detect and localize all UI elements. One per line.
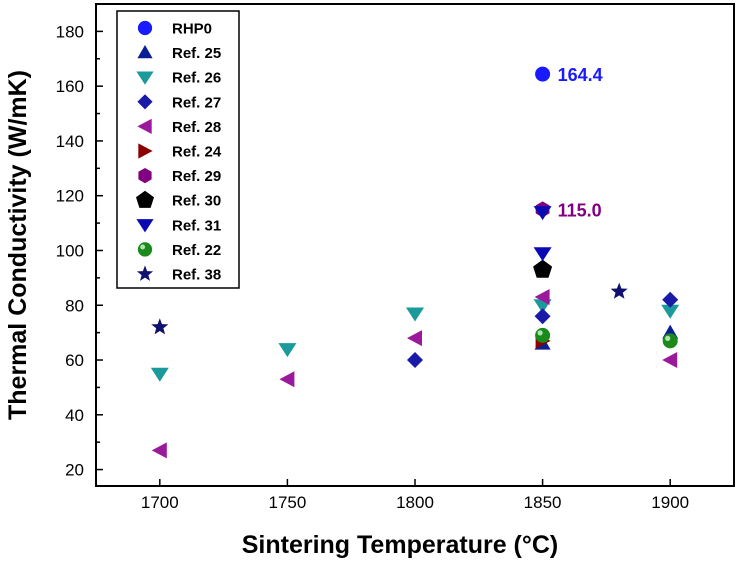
data-point-ref-26	[278, 343, 297, 358]
y-axis-title: Thermal Conductivity (W/mK)	[4, 70, 32, 420]
y-tick-label: 140	[56, 132, 84, 151]
data-point-ref-27	[407, 352, 423, 368]
data-point-ref-28	[279, 371, 295, 388]
legend-marker	[138, 168, 152, 184]
data-point-ref-31	[533, 247, 552, 262]
annotation-label: 115.0	[558, 200, 602, 220]
legend-marker	[137, 45, 153, 59]
data-point-ref-38	[610, 282, 628, 299]
annotations: 164.4 115.0	[558, 65, 603, 220]
legend-marker	[138, 143, 153, 159]
x-axis-title: Sintering Temperature (°C)	[242, 531, 559, 559]
data-point-ref-22	[535, 327, 551, 343]
legend-label: Ref. 25	[172, 45, 221, 62]
y-tick-label: 180	[56, 22, 84, 41]
annotation-label: 164.4	[558, 65, 603, 85]
data-point-rhp0	[535, 66, 551, 82]
data-point-ref-28	[151, 442, 167, 459]
legend-label: Ref. 27	[172, 94, 221, 111]
data-point-ref-26	[150, 367, 169, 382]
x-tick-label: 1850	[524, 493, 562, 512]
data-point-ref-30	[533, 259, 553, 278]
data-marks	[150, 66, 680, 459]
data-point-ref-28	[534, 289, 550, 305]
data-point-ref-27	[534, 308, 551, 325]
legend-label: Ref. 22	[172, 242, 221, 259]
data-point-ref-27	[662, 291, 679, 308]
legend-label: Ref. 26	[172, 70, 221, 87]
legend-label: Ref. 29	[172, 168, 221, 185]
legend-marker	[137, 94, 153, 110]
legend-label: Ref. 31	[172, 217, 221, 234]
x-tick-label: 1800	[396, 493, 434, 512]
legend-marker	[136, 71, 154, 85]
legend-label: Ref. 38	[172, 267, 221, 284]
x-tick-label: 1900	[651, 493, 689, 512]
legend-marker	[136, 219, 154, 233]
data-point-ref-22	[662, 333, 678, 349]
legend-marker	[136, 265, 154, 281]
legend: RHP0 Ref. 25 Ref. 26 Ref. 27 Ref. 28 Ref. 24 R…	[116, 10, 240, 289]
y-tick-label: 120	[56, 187, 84, 206]
x-tick-label: 1700	[141, 493, 179, 512]
legend-label: Ref. 28	[172, 119, 221, 136]
y-tick-label: 20	[65, 461, 84, 480]
axis-ticks: 1700 1750 1800 1850 1900 20 40 60 80 100 120 140 160…	[56, 3, 689, 512]
y-tick-label: 40	[65, 406, 84, 425]
y-tick-label: 60	[65, 351, 84, 370]
legend-label: RHP0	[172, 21, 212, 38]
data-point-ref-31	[533, 206, 552, 221]
data-point-ref-26	[406, 307, 424, 322]
x-tick-label: 1750	[268, 493, 306, 512]
legend-label: Ref. 30	[172, 193, 221, 210]
data-point-ref-26	[661, 304, 680, 319]
y-tick-label: 100	[56, 241, 84, 260]
legend-label: Ref. 24	[172, 144, 222, 161]
data-point-ref-28	[662, 352, 678, 368]
legend-marker	[137, 20, 153, 36]
data-point-ref-38	[151, 318, 169, 335]
legend-marker	[137, 242, 153, 257]
y-tick-label: 160	[56, 77, 84, 96]
legend-box	[116, 10, 240, 289]
legend-marker	[136, 190, 154, 208]
legend-marker	[137, 118, 152, 134]
data-point-ref-28	[407, 330, 422, 347]
y-tick-label: 80	[65, 296, 84, 315]
